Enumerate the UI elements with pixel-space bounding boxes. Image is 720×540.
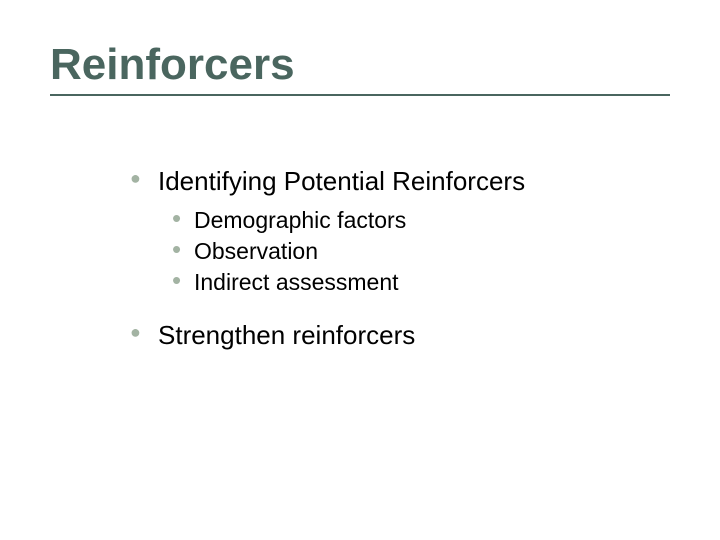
sublist: Demographic factors Observation Indirect…	[130, 207, 670, 296]
slide-title: Reinforcers	[50, 40, 670, 96]
list-item: Strengthen reinforcers	[130, 320, 670, 351]
sublist-item-label: Indirect assessment	[194, 269, 399, 295]
sublist-item-label: Observation	[194, 238, 318, 264]
sublist-item: Demographic factors	[172, 207, 670, 234]
list-item-label: Strengthen reinforcers	[158, 320, 415, 350]
sublist-item: Indirect assessment	[172, 269, 670, 296]
sublist-item-label: Demographic factors	[194, 207, 406, 233]
list-item: Identifying Potential Reinforcers	[130, 166, 670, 197]
list-item-label: Identifying Potential Reinforcers	[158, 166, 525, 196]
slide: Reinforcers Identifying Potential Reinfo…	[0, 0, 720, 540]
slide-content: Identifying Potential Reinforcers Demogr…	[50, 166, 670, 351]
sublist-item: Observation	[172, 238, 670, 265]
